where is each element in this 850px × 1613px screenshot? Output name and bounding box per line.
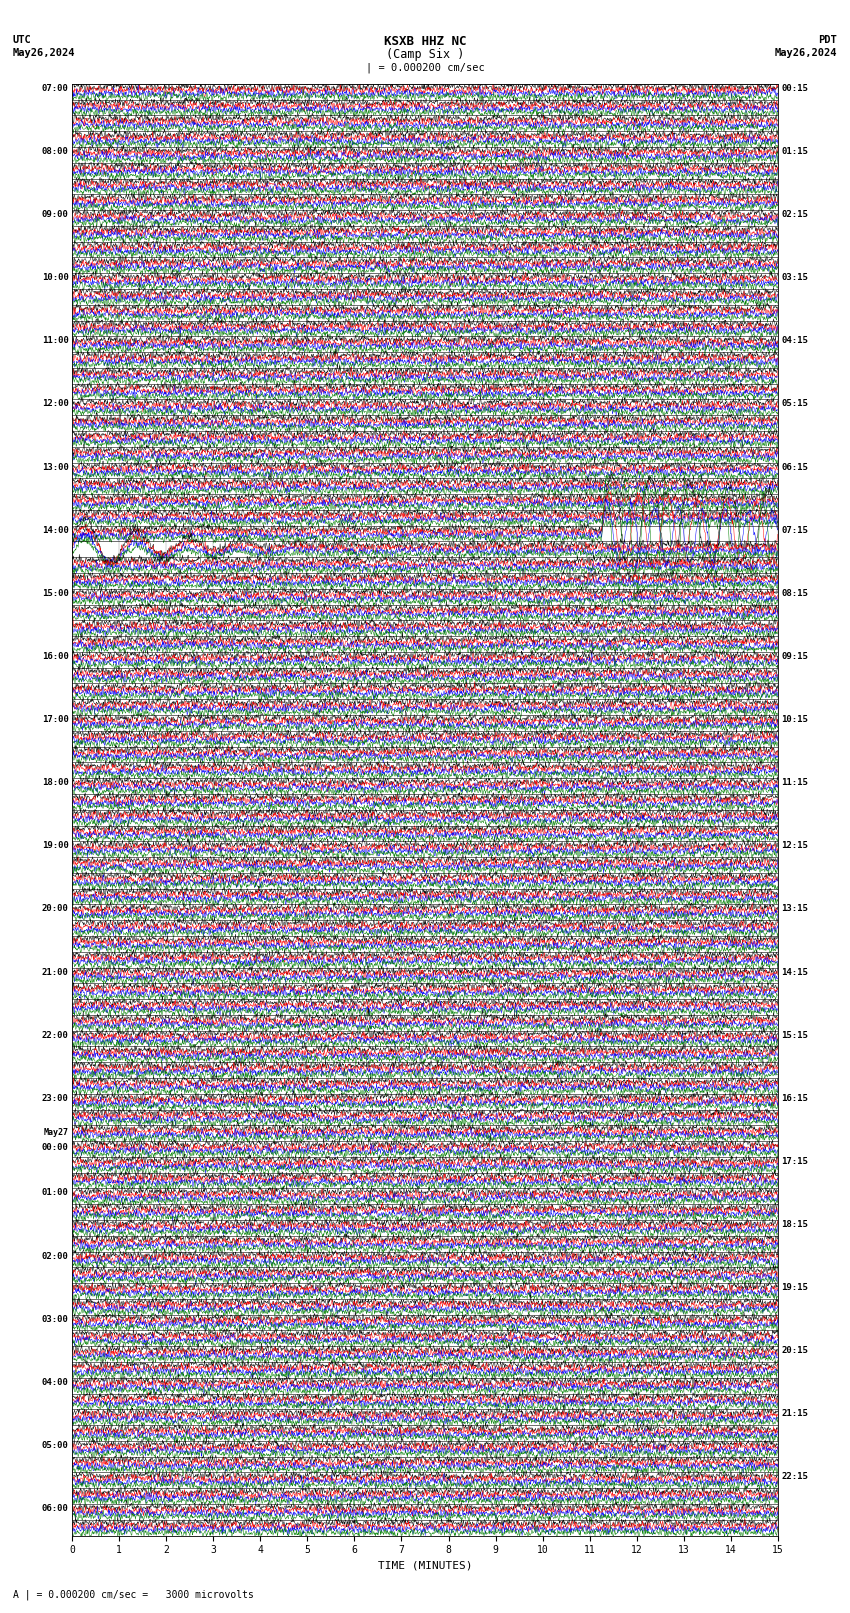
Text: 20:00: 20:00 <box>42 905 69 913</box>
Text: May26,2024: May26,2024 <box>13 48 76 58</box>
Text: 10:15: 10:15 <box>781 715 808 724</box>
Text: 18:00: 18:00 <box>42 777 69 787</box>
Text: A | = 0.000200 cm/sec =   3000 microvolts: A | = 0.000200 cm/sec = 3000 microvolts <box>13 1589 253 1600</box>
Text: KSXB HHZ NC: KSXB HHZ NC <box>383 35 467 48</box>
Text: 06:00: 06:00 <box>42 1503 69 1513</box>
Text: 08:00: 08:00 <box>42 147 69 156</box>
Text: 22:00: 22:00 <box>42 1031 69 1040</box>
Text: 00:15: 00:15 <box>781 84 808 94</box>
Text: 19:15: 19:15 <box>781 1282 808 1292</box>
Text: 06:15: 06:15 <box>781 463 808 471</box>
Text: 04:00: 04:00 <box>42 1378 69 1387</box>
Text: 08:15: 08:15 <box>781 589 808 598</box>
X-axis label: TIME (MINUTES): TIME (MINUTES) <box>377 1561 473 1571</box>
Text: 07:15: 07:15 <box>781 526 808 534</box>
Text: 15:00: 15:00 <box>42 589 69 598</box>
Text: 12:00: 12:00 <box>42 400 69 408</box>
Text: 11:15: 11:15 <box>781 777 808 787</box>
Text: 18:15: 18:15 <box>781 1219 808 1229</box>
Text: 07:00: 07:00 <box>42 84 69 94</box>
Text: 00:00: 00:00 <box>42 1142 69 1152</box>
Text: 13:00: 13:00 <box>42 463 69 471</box>
Text: 13:15: 13:15 <box>781 905 808 913</box>
Text: 20:15: 20:15 <box>781 1347 808 1355</box>
Text: 23:00: 23:00 <box>42 1094 69 1103</box>
Text: 21:00: 21:00 <box>42 968 69 976</box>
Text: 12:15: 12:15 <box>781 842 808 850</box>
Text: 02:00: 02:00 <box>42 1252 69 1260</box>
Text: UTC: UTC <box>13 35 31 45</box>
Text: 17:15: 17:15 <box>781 1157 808 1166</box>
Text: PDT: PDT <box>819 35 837 45</box>
Text: 02:15: 02:15 <box>781 210 808 219</box>
Text: 10:00: 10:00 <box>42 273 69 282</box>
Text: 14:00: 14:00 <box>42 526 69 534</box>
Text: 16:15: 16:15 <box>781 1094 808 1103</box>
Text: 09:15: 09:15 <box>781 652 808 661</box>
Text: May27: May27 <box>43 1127 69 1137</box>
Text: 03:00: 03:00 <box>42 1315 69 1324</box>
Text: | = 0.000200 cm/sec: | = 0.000200 cm/sec <box>366 63 484 74</box>
Text: 03:15: 03:15 <box>781 273 808 282</box>
Text: 14:15: 14:15 <box>781 968 808 976</box>
Text: 15:15: 15:15 <box>781 1031 808 1040</box>
Text: 21:15: 21:15 <box>781 1410 808 1418</box>
Text: May26,2024: May26,2024 <box>774 48 837 58</box>
Text: 05:15: 05:15 <box>781 400 808 408</box>
Text: 09:00: 09:00 <box>42 210 69 219</box>
Text: 17:00: 17:00 <box>42 715 69 724</box>
Text: 05:00: 05:00 <box>42 1440 69 1450</box>
Text: (Camp Six ): (Camp Six ) <box>386 48 464 61</box>
Text: 19:00: 19:00 <box>42 842 69 850</box>
Text: 16:00: 16:00 <box>42 652 69 661</box>
Text: 01:15: 01:15 <box>781 147 808 156</box>
Text: 04:15: 04:15 <box>781 337 808 345</box>
Text: 22:15: 22:15 <box>781 1473 808 1481</box>
Text: 01:00: 01:00 <box>42 1189 69 1197</box>
Text: 11:00: 11:00 <box>42 337 69 345</box>
